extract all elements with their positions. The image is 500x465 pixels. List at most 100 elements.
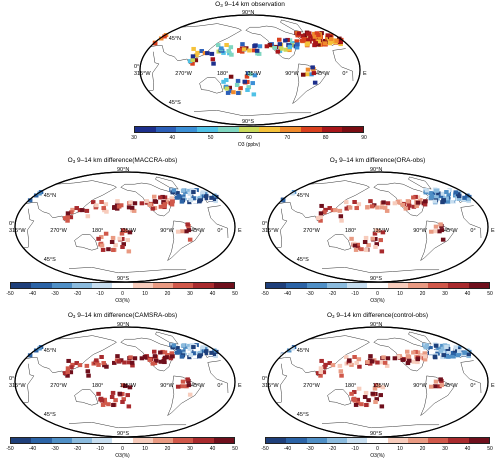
colorbar-segment: [112, 283, 133, 288]
lon-label-135w: 135°W: [372, 228, 390, 234]
data-cell: [187, 237, 193, 242]
data-cell: [125, 238, 130, 243]
data-cell: [187, 355, 192, 360]
lon-label-180: 180°: [345, 228, 357, 234]
data-cell: [132, 356, 138, 361]
colorbar-tick-label: 30: [131, 135, 137, 141]
data-cell: [102, 400, 108, 405]
data-cell: [423, 354, 428, 359]
data-cell: [444, 190, 449, 195]
data-cell: [325, 33, 331, 38]
panel-title: O3 9–14 km difference(control-obs): [326, 312, 429, 319]
data-cell: [424, 188, 430, 193]
lon-label-45w: 45°W: [444, 228, 458, 234]
world-map-ora: [267, 171, 489, 283]
data-cell: [385, 356, 391, 361]
coastline: [276, 360, 482, 404]
colorbar-segment: [407, 438, 429, 443]
data-cell: [280, 198, 286, 203]
colorbar-segment: [259, 127, 281, 132]
colorbar-segment: [51, 283, 72, 288]
data-cell: [440, 355, 445, 360]
data-cell: [392, 201, 398, 206]
colorbar-tick-label: -10: [351, 446, 359, 452]
data-cell: [450, 199, 455, 204]
data-cell: [432, 199, 438, 204]
colorbar-segment: [92, 438, 113, 443]
colorbar-segment: [326, 438, 348, 443]
data-cell: [171, 343, 177, 348]
data-cell: [302, 33, 308, 38]
data-cell: [310, 36, 316, 41]
data-cell: [305, 67, 311, 72]
lon-label-90w: 90°W: [413, 383, 427, 389]
data-cell: [277, 42, 283, 47]
data-cell: [450, 351, 456, 356]
lat-label-45s: 45°S: [43, 257, 56, 264]
lon-label-45w: 45°W: [191, 383, 205, 389]
coastline: [280, 19, 304, 33]
data-cell: [204, 351, 210, 356]
data-cell: [110, 235, 116, 240]
colorbar-segment: [448, 438, 469, 443]
data-cell: [191, 196, 196, 201]
data-cell: [433, 188, 439, 193]
data-cell: [99, 235, 104, 240]
data-cell: [117, 391, 122, 396]
data-cell: [415, 195, 421, 200]
data-cell: [185, 377, 190, 382]
colorbar-tick-label: 30: [442, 291, 448, 297]
world-map-observation: [139, 14, 361, 126]
data-cell: [438, 222, 443, 227]
colorbar-segment: [326, 283, 348, 288]
data-cell: [158, 350, 163, 355]
data-cell: [318, 366, 324, 371]
data-cell: [169, 202, 175, 207]
colorbar-tick-label: 10: [142, 291, 148, 297]
data-cell: [438, 348, 444, 353]
data-cell: [68, 215, 74, 220]
panel-title: O3 9–14 km observation: [215, 1, 285, 8]
data-cell: [373, 399, 378, 404]
data-cell: [453, 345, 459, 350]
colorbar-tick-label: 50: [207, 135, 214, 141]
data-cell: [116, 359, 122, 364]
coastline: [321, 267, 440, 274]
data-cell: [406, 358, 412, 363]
data-cell: [175, 384, 181, 389]
lon-label-270w: 270°W: [175, 71, 192, 77]
colorbar-segment: [321, 127, 343, 132]
data-cell: [121, 242, 126, 247]
data-cell: [309, 72, 314, 77]
data-cell: [311, 71, 317, 76]
colorbar-tick-label: 40: [464, 446, 471, 452]
data-cell: [431, 191, 436, 196]
data-cell: [433, 343, 439, 348]
data-cell: [375, 205, 380, 210]
data-cell: [287, 45, 293, 50]
colorbar-tick-label: 10: [142, 446, 148, 452]
data-cell: [300, 72, 306, 77]
data-cell: [380, 385, 386, 390]
data-cell: [209, 350, 214, 355]
data-cell: [248, 72, 253, 77]
colorbar-segment: [347, 438, 368, 443]
data-cell: [439, 383, 445, 388]
data-cell: [74, 361, 79, 366]
data-cell: [77, 208, 83, 213]
lon-label-180: 180°: [217, 71, 229, 77]
lon-label-315w: 315°W: [9, 383, 26, 389]
data-cell: [111, 248, 116, 253]
colorbar-segment: [306, 438, 327, 443]
data-cell: [395, 354, 401, 359]
data-cell: [126, 360, 132, 365]
data-cell: [202, 51, 208, 56]
lon-label-180: 180°: [345, 383, 357, 389]
colorbar-tick-label: 20: [419, 446, 426, 452]
coastline: [74, 234, 99, 251]
colorbar-tick-label: -30: [306, 291, 314, 297]
lat-label-90n: 90°N: [117, 167, 130, 173]
map-frame: [14, 326, 236, 438]
lon-label-270w: 270°W: [303, 383, 320, 389]
data-cell: [200, 190, 206, 195]
